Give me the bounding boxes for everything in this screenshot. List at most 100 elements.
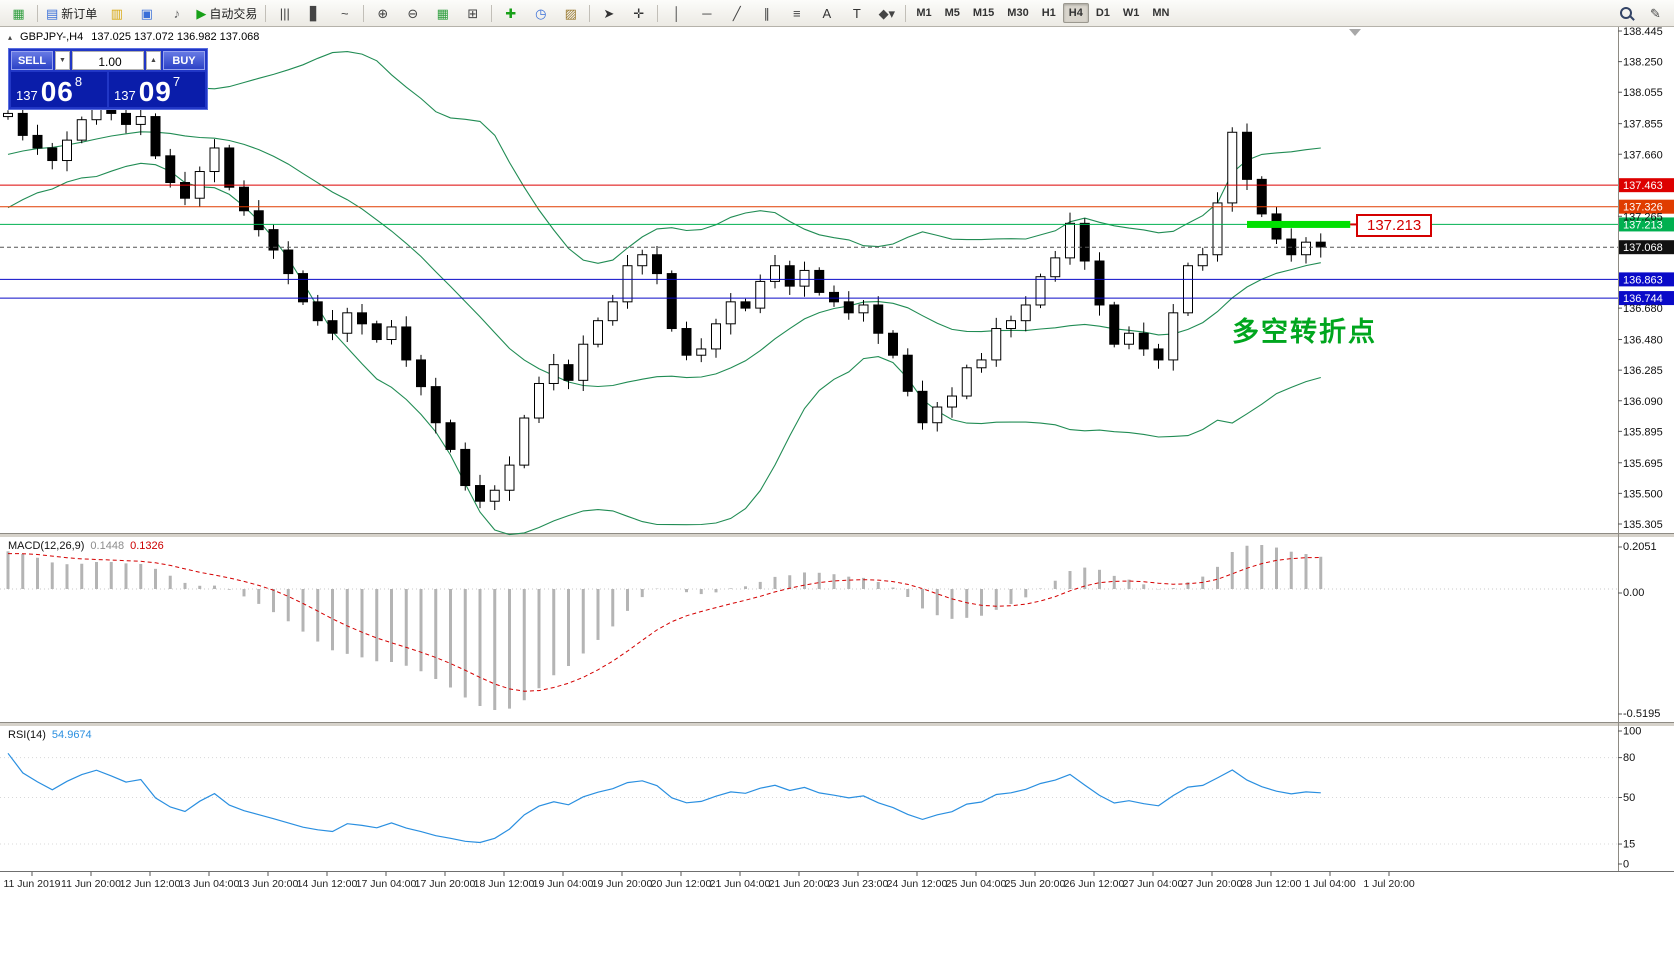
- timeframe-m5-button[interactable]: M5: [944, 7, 960, 19]
- price-tick-label: 137.855: [1623, 119, 1663, 131]
- sell-button[interactable]: SELL: [11, 51, 53, 70]
- channel-icon[interactable]: ∥: [752, 2, 781, 25]
- buy-price-display[interactable]: 137 09 7: [109, 72, 205, 107]
- fibonacci-icon[interactable]: ≡: [782, 2, 811, 25]
- candle-body: [1197, 254, 1208, 267]
- new-order-button[interactable]: ▤ 新订单: [42, 2, 101, 25]
- indicators-icon[interactable]: ✚: [496, 2, 525, 25]
- templates-icon[interactable]: ▨: [556, 2, 585, 25]
- candle-body: [17, 112, 28, 136]
- rsi-header: RSI(14) 54.9674: [8, 729, 92, 741]
- level-price-box: [1619, 178, 1674, 193]
- timeframe-h1-button[interactable]: H1: [1041, 7, 1056, 19]
- candle-body: [534, 382, 544, 419]
- price-tick-label: 138.055: [1623, 87, 1663, 99]
- profiles-icon[interactable]: ▥: [102, 2, 131, 25]
- timeframe-w1-button[interactable]: W1: [1122, 7, 1140, 19]
- sound-icon: ♪: [173, 5, 181, 21]
- price-callout[interactable]: 137.213: [1356, 214, 1433, 237]
- toolbar-separator: [491, 4, 493, 22]
- candle-body: [681, 328, 692, 356]
- candle-body: [209, 147, 220, 173]
- zoom-in-icon[interactable]: ⊕: [368, 2, 397, 25]
- arrows-icon: ◆▾: [878, 5, 896, 21]
- timeframe-mn-button[interactable]: MN: [1152, 7, 1170, 19]
- time-tick-label: 17 Jun 20:00: [415, 878, 476, 890]
- one-click-trade-panel: SELL ▼ ▲ BUY 137 06 8 137 09 7: [8, 48, 208, 110]
- volume-input[interactable]: [73, 52, 147, 71]
- periods-icon[interactable]: ◷: [526, 2, 555, 25]
- volume-decrease-button[interactable]: ▼: [55, 51, 70, 70]
- candle-body: [1242, 131, 1252, 180]
- candle-body: [135, 116, 146, 125]
- candle-body: [165, 155, 176, 184]
- timeframe-m30-button[interactable]: M30: [1007, 7, 1029, 19]
- buy-button[interactable]: BUY: [163, 51, 205, 70]
- candle-body: [180, 182, 190, 199]
- timeframe-m1-button[interactable]: M1: [916, 7, 932, 19]
- time-tick-label: 27 Jun 04:00: [1123, 878, 1184, 890]
- candlestick-chart-icon[interactable]: ▋: [300, 2, 329, 25]
- candle-body: [652, 254, 662, 275]
- fibonacci-icon: ≡: [793, 5, 801, 21]
- candle-body: [814, 269, 825, 293]
- candle-body: [902, 354, 913, 392]
- candle-body: [799, 269, 810, 287]
- timeframe-h4-button[interactable]: H4: [1062, 3, 1089, 23]
- crosshair-icon: ✛: [633, 5, 645, 21]
- horizontal-levels: 137.463 137.326 137.213 137.068 136.863 136.7…: [0, 178, 1674, 306]
- toolbar-separator: [589, 4, 591, 22]
- cursor-icon[interactable]: ➤: [594, 2, 623, 25]
- time-tick-label: 1 Jul 04:00: [1304, 878, 1356, 890]
- timeframe-m15-button[interactable]: M15: [972, 7, 995, 19]
- toolbar: ▦ ▤ 新订单 ▥ ▣ ♪ ▶ 自动交易 ||| ▋ ~ ⊕ ⊖ ▦ ⊞ ✚ ◷ ▨ ➤ ✛ │ ─ ╱ ∥ ≡ A T ◆▾ M1 M5…: [0, 0, 1674, 27]
- candle-body: [1020, 304, 1031, 322]
- horizontal-line-icon[interactable]: ─: [692, 2, 721, 25]
- sell-price-display[interactable]: 137 06 8: [11, 72, 107, 107]
- price-tick-label: 136.090: [1623, 396, 1663, 408]
- trendline-icon[interactable]: ╱: [722, 2, 751, 25]
- candle-body: [784, 265, 795, 287]
- zoom-out-icon[interactable]: ⊖: [398, 2, 427, 25]
- macd-label: MACD(12,26,9): [8, 540, 85, 552]
- time-tick-label: 21 Jun 20:00: [769, 878, 830, 890]
- autotrade-button[interactable]: ▶ 自动交易: [192, 2, 261, 25]
- macd-panel: 0.2051 0.00 -0.5195: [0, 541, 1660, 720]
- line-chart-icon[interactable]: ~: [330, 2, 359, 25]
- chart-shift-marker[interactable]: [1349, 29, 1361, 36]
- charts-icon[interactable]: ▣: [132, 2, 161, 25]
- bar-chart-icon[interactable]: |||: [270, 2, 299, 25]
- panel-splitter[interactable]: [0, 533, 1674, 537]
- indicators-icon: ✚: [505, 5, 517, 21]
- grid-icon[interactable]: ▦: [428, 2, 457, 25]
- price-axis[interactable]: 138.445 138.250 138.055 137.855 137.660 137.2…: [1618, 26, 1663, 531]
- panel-splitter[interactable]: [0, 722, 1674, 726]
- tile-windows-icon[interactable]: ⊞: [458, 2, 487, 25]
- volume-increase-button[interactable]: ▲: [146, 51, 161, 70]
- candle-body: [873, 304, 884, 334]
- vertical-line-icon[interactable]: │: [662, 2, 691, 25]
- time-tick-label: 25 Jun 20:00: [1005, 878, 1066, 890]
- timeframe-d1-button[interactable]: D1: [1095, 7, 1110, 19]
- crosshair-icon[interactable]: ✛: [624, 2, 653, 25]
- edit-icon[interactable]: ✎: [1641, 2, 1670, 25]
- level-price-label: 137.068: [1623, 242, 1663, 254]
- panel-chrome: [0, 27, 1674, 872]
- candle-body: [1256, 178, 1267, 215]
- candle-body: [770, 265, 780, 282]
- arrows-icon[interactable]: ◆▾: [872, 2, 901, 25]
- support-highlight-segment[interactable]: [1247, 220, 1351, 228]
- rsi-label: RSI(14): [8, 729, 46, 741]
- candle-body: [637, 254, 648, 267]
- text-icon[interactable]: A: [812, 2, 841, 25]
- templates-icon: ▨: [564, 5, 577, 21]
- toolbar-separator: [265, 4, 267, 22]
- text-label-icon[interactable]: T: [842, 2, 871, 25]
- trade-panel-prices: 137 06 8 137 09 7: [11, 72, 205, 107]
- sound-icon[interactable]: ♪: [162, 2, 191, 25]
- search-icon[interactable]: [1611, 2, 1640, 25]
- text-icon: A: [822, 5, 832, 21]
- app-icon[interactable]: ▦: [4, 2, 33, 25]
